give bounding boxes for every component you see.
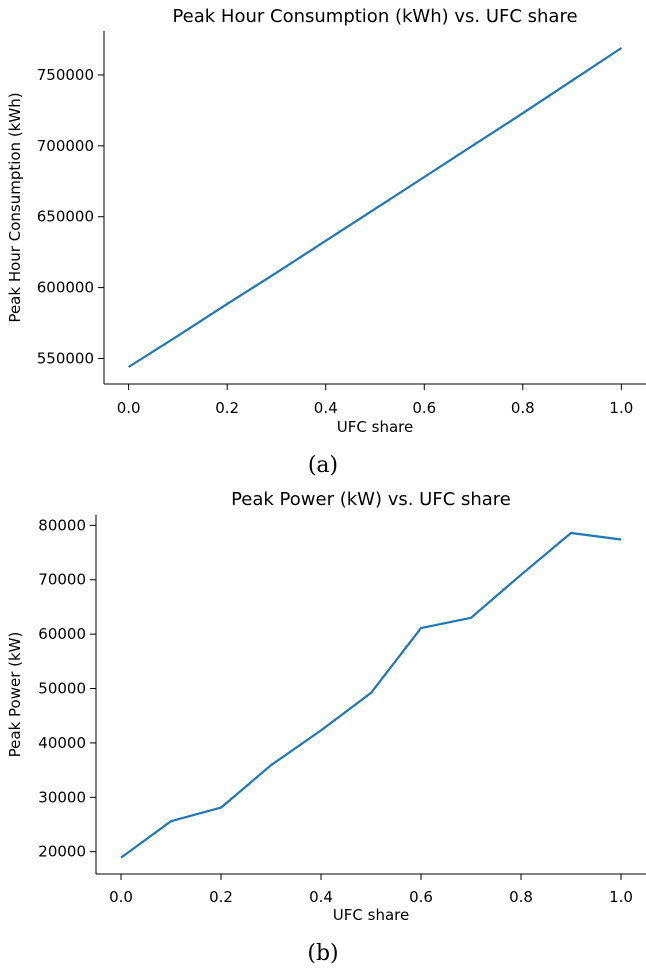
chart-title: Peak Hour Consumption (kWh) vs. UFC shar…	[172, 6, 577, 27]
x-tick-label: 0.2	[209, 888, 233, 906]
x-tick-label: 0.4	[309, 888, 333, 906]
y-tick-label: 650000	[37, 208, 94, 226]
chart-title: Peak Power (kW) vs. UFC share	[231, 489, 511, 510]
x-axis-label: UFC share	[337, 418, 413, 436]
x-tick-label: 0.6	[412, 399, 436, 417]
y-tick-label: 550000	[37, 349, 94, 367]
x-tick-label: 0.2	[215, 399, 239, 417]
y-tick-label: 600000	[37, 279, 94, 297]
series-line	[128, 47, 623, 368]
x-tick-label: 1.0	[609, 399, 633, 417]
series-line	[120, 531, 622, 859]
y-tick-label: 40000	[38, 734, 86, 752]
y-tick-label: 750000	[37, 66, 94, 84]
x-tick-label: 0.4	[314, 399, 338, 417]
x-axis-label: UFC share	[333, 906, 409, 924]
y-axis-label: Peak Power (kW)	[6, 632, 24, 758]
y-tick-label: 80000	[38, 516, 86, 534]
figure-caption: (b)	[307, 941, 338, 966]
x-tick-label: 0.8	[509, 888, 533, 906]
x-tick-label: 1.0	[609, 888, 633, 906]
x-tick-label: 0.0	[109, 888, 133, 906]
figure-caption: (a)	[308, 453, 338, 478]
y-axis-label: Peak Hour Consumption (kWh)	[6, 92, 24, 322]
y-tick-label: 70000	[38, 571, 86, 589]
panel-a: Peak Hour Consumption (kWh) vs. UFC shar…	[6, 6, 646, 478]
x-tick-label: 0.8	[511, 399, 535, 417]
x-tick-label: 0.6	[409, 888, 433, 906]
y-tick-label: 20000	[38, 843, 86, 861]
x-tick-label: 0.0	[117, 399, 141, 417]
y-tick-label: 700000	[37, 137, 94, 155]
y-tick-label: 60000	[38, 625, 86, 643]
y-tick-label: 30000	[38, 788, 86, 806]
panel-b: Peak Power (kW) vs. UFC share 0.0 0.2 0.4 0.…	[6, 489, 646, 966]
y-tick-label: 50000	[38, 680, 86, 698]
